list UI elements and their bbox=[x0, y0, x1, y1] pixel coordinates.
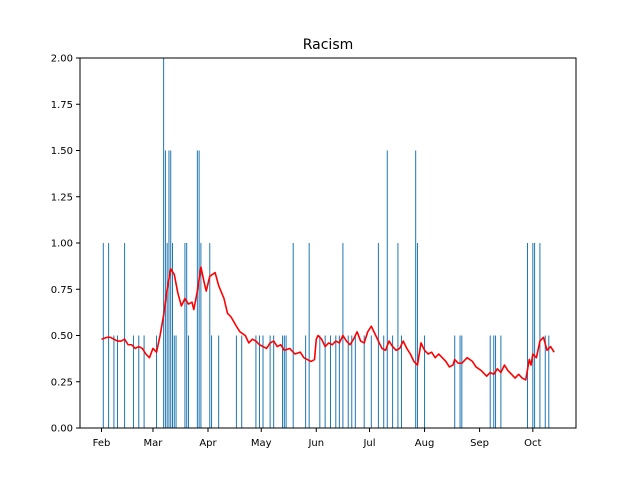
bar bbox=[377, 243, 379, 428]
bar bbox=[495, 335, 497, 428]
bar bbox=[347, 335, 349, 428]
bar bbox=[166, 243, 168, 428]
y-tick-label: 0.75 bbox=[51, 285, 73, 296]
plot-frame bbox=[79, 57, 577, 429]
trend-line bbox=[101, 266, 555, 381]
bar bbox=[415, 150, 417, 428]
bar bbox=[416, 243, 418, 428]
bar bbox=[329, 335, 331, 428]
bar bbox=[400, 335, 402, 428]
bar bbox=[156, 335, 158, 428]
bar bbox=[544, 335, 546, 428]
bar bbox=[198, 150, 200, 428]
y-axis: 0.00 0.25 0.50 0.75 1.00 1.25 1.50 1.75 2.00 bbox=[51, 54, 80, 435]
bar bbox=[532, 243, 534, 428]
x-tick-label: Sep bbox=[470, 438, 489, 449]
bar bbox=[241, 335, 243, 428]
bar bbox=[175, 335, 177, 428]
bar bbox=[187, 335, 189, 428]
bar bbox=[493, 335, 495, 428]
bar bbox=[116, 335, 118, 428]
bar bbox=[102, 243, 104, 428]
x-tick-label: Mar bbox=[144, 438, 164, 449]
y-tick-label: 0.00 bbox=[51, 424, 73, 435]
bar bbox=[168, 150, 170, 428]
y-tick-label: 0.25 bbox=[51, 377, 73, 388]
bar bbox=[370, 335, 372, 428]
y-tick-label: 0.50 bbox=[51, 331, 73, 342]
bar bbox=[397, 243, 399, 428]
bar bbox=[282, 335, 284, 428]
bar bbox=[454, 335, 456, 428]
bar bbox=[209, 243, 211, 428]
bar bbox=[262, 335, 264, 428]
bar bbox=[548, 335, 550, 428]
bar bbox=[363, 335, 365, 428]
bar bbox=[255, 335, 257, 428]
bar bbox=[335, 335, 337, 428]
bar bbox=[163, 58, 165, 428]
y-tick-label: 2.00 bbox=[51, 54, 73, 65]
bar bbox=[383, 335, 385, 428]
bar bbox=[527, 243, 528, 428]
bar bbox=[218, 335, 220, 428]
bar bbox=[132, 335, 134, 428]
bar bbox=[273, 335, 275, 428]
x-tick-label: Jul bbox=[362, 438, 375, 449]
bar bbox=[489, 335, 491, 428]
chart-title: Racism bbox=[303, 37, 354, 53]
x-axis: Feb Mar Apr May Jun Jul Aug Sep Oct bbox=[93, 428, 542, 449]
bar bbox=[164, 150, 166, 428]
bar bbox=[424, 335, 426, 428]
bar bbox=[461, 335, 463, 428]
bar bbox=[269, 335, 271, 428]
bar bbox=[184, 243, 186, 428]
bar bbox=[338, 335, 340, 428]
bar bbox=[354, 335, 356, 428]
bar bbox=[138, 335, 140, 428]
x-tick-label: May bbox=[251, 438, 272, 449]
bar bbox=[258, 335, 260, 428]
bar bbox=[392, 335, 394, 428]
bar bbox=[108, 243, 110, 428]
bar bbox=[143, 335, 145, 428]
bar bbox=[113, 335, 115, 428]
x-tick-label: Oct bbox=[524, 438, 541, 449]
x-tick-label: Jun bbox=[307, 438, 324, 449]
bar bbox=[285, 335, 287, 428]
bar bbox=[324, 335, 326, 428]
bar bbox=[170, 150, 172, 428]
y-tick-label: 1.75 bbox=[51, 100, 73, 111]
bar bbox=[459, 335, 461, 428]
bar bbox=[211, 335, 213, 428]
bar bbox=[319, 335, 321, 428]
line-layer bbox=[101, 266, 555, 381]
bar bbox=[305, 335, 307, 428]
bar bbox=[200, 243, 202, 428]
bar bbox=[539, 243, 541, 428]
y-tick-label: 1.25 bbox=[51, 192, 73, 203]
y-tick-label: 1.00 bbox=[51, 239, 73, 250]
bar bbox=[124, 243, 126, 428]
x-tick-label: Apr bbox=[199, 438, 217, 449]
bar bbox=[500, 335, 502, 428]
bar bbox=[186, 243, 188, 428]
y-tick-label: 1.50 bbox=[51, 146, 73, 157]
bar bbox=[534, 243, 536, 428]
bar bbox=[173, 335, 175, 428]
bar bbox=[172, 243, 173, 428]
bar bbox=[235, 335, 237, 428]
bar bbox=[308, 243, 310, 428]
bar bbox=[292, 243, 294, 428]
x-tick-label: Aug bbox=[415, 438, 435, 449]
bar bbox=[386, 150, 388, 428]
x-tick-label: Feb bbox=[93, 438, 111, 449]
bar bbox=[283, 335, 285, 428]
bar bbox=[351, 335, 353, 428]
bars-layer bbox=[102, 58, 550, 428]
